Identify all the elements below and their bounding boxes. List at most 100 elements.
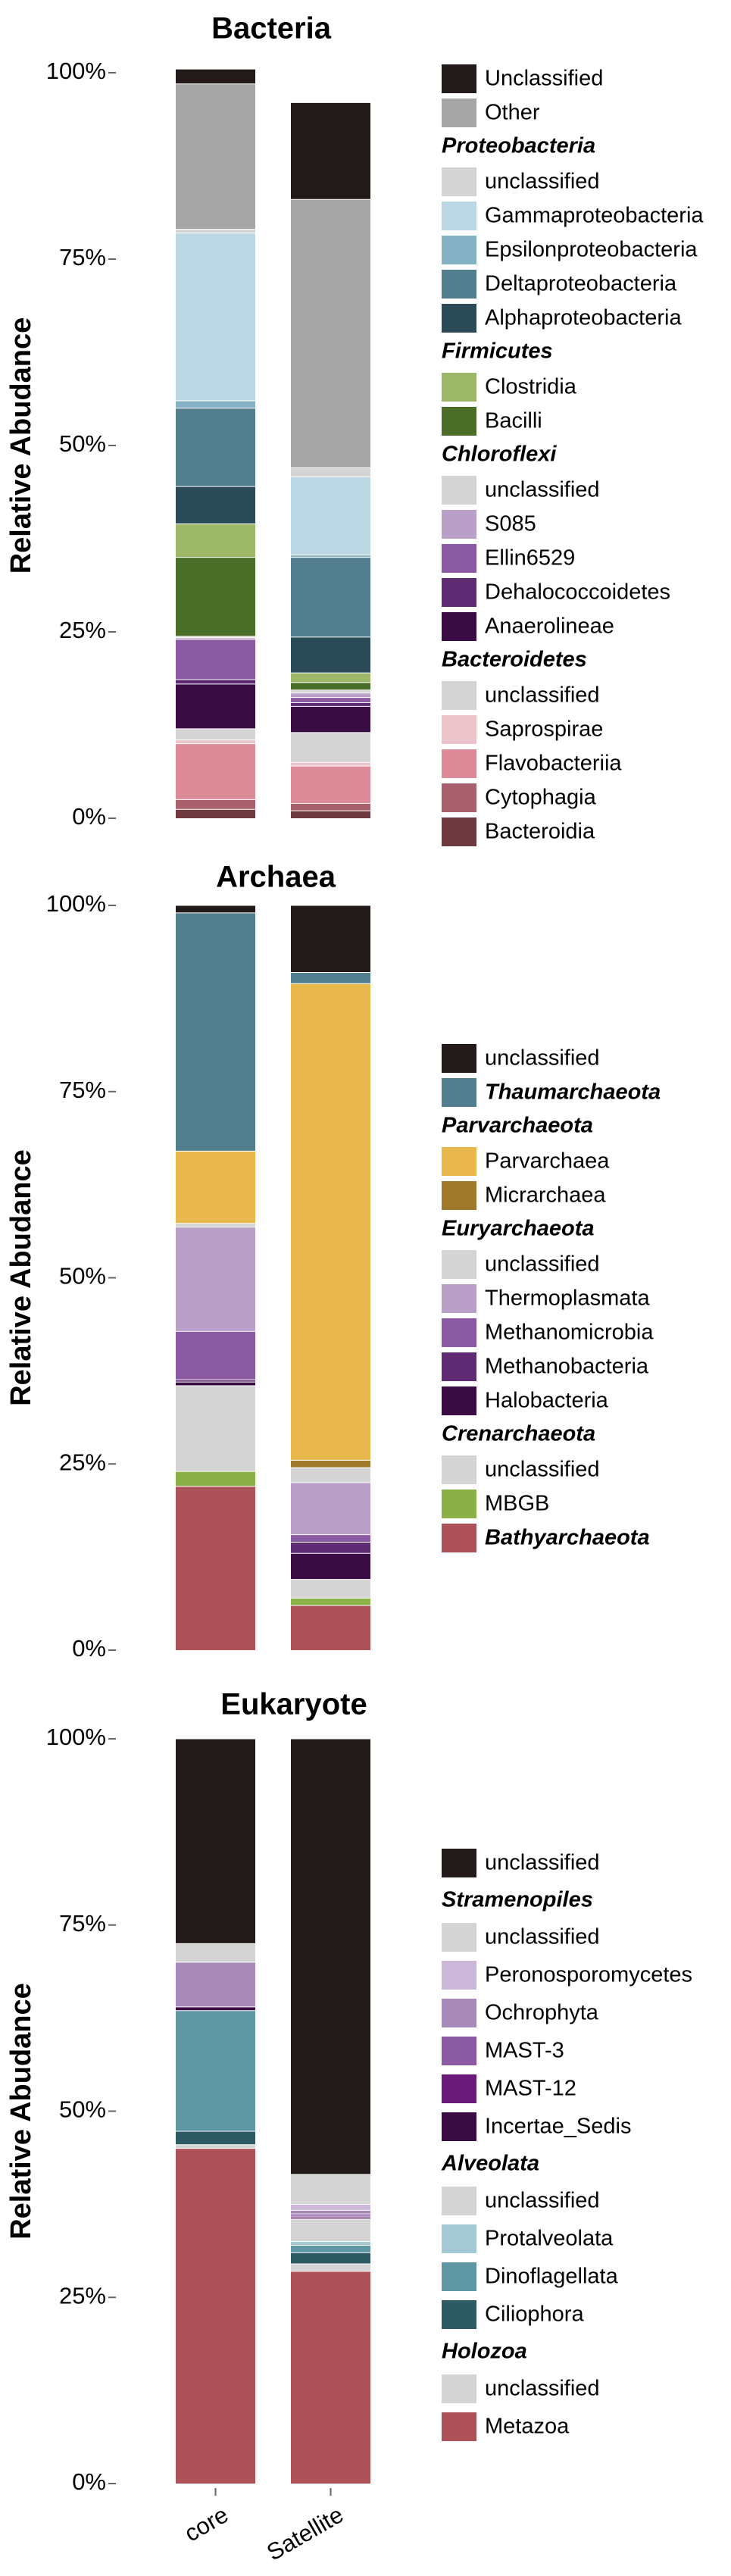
- legend-item-label: MAST-3: [485, 2039, 564, 2063]
- bar-segment-satellite-crenarchaeota-mbgb: [291, 1598, 370, 1606]
- bar-segment-core-bacteroidetes-flavobacteriia: [176, 743, 255, 800]
- legend-swatch: [442, 202, 476, 230]
- bar-segment-satellite-bathyarchaeota: [291, 1605, 370, 1650]
- bar-segment-satellite-proteobacteria-unclassified: [291, 467, 370, 477]
- legend-item-label: unclassified: [485, 1458, 600, 1482]
- legend-swatch: [442, 2300, 476, 2329]
- y-tick-label: 50%: [59, 2096, 106, 2123]
- legend-item-label: Ciliophora: [485, 2302, 584, 2327]
- bar-segment-satellite-stramenopiles-mast-3: [291, 2214, 370, 2217]
- legend-swatch: [442, 1318, 476, 1347]
- bar-segment-core-crenarchaeota-mbgb: [176, 1471, 255, 1487]
- bar-segment-satellite-euryarchaeota-unclassified: [291, 1468, 370, 1483]
- bar-segment-satellite-alveolata-unclassified: [291, 2219, 370, 2242]
- legend-swatch: [442, 1147, 476, 1176]
- legend-swatch: [442, 270, 476, 299]
- bar-segment-satellite-proteobacteria-epsilonproteobacteria: [291, 555, 370, 558]
- legend-swatch: [442, 2187, 476, 2215]
- bar-segment-core-chloroflexi-s085: [176, 637, 255, 639]
- x-tick-label-satellite: Satellite: [262, 2501, 348, 2565]
- y-axis-label: Relative Abudance: [5, 1983, 37, 2240]
- y-axis-label: Relative Abudance: [5, 1149, 37, 1406]
- bar-segment-satellite-chloroflexi-anaerolineae: [291, 706, 370, 733]
- y-tick-label: 0%: [72, 2468, 106, 2495]
- legend-swatch: [442, 304, 476, 333]
- legend-item-label: Deltaproteobacteria: [485, 272, 677, 296]
- legend-swatch: [442, 1044, 476, 1073]
- legend-item-label: Bacteroidia: [485, 820, 595, 844]
- bar-segment-core-firmicutes-bacilli: [176, 557, 255, 636]
- legend-bacteria: Unclassified Other Proteobacteria unclassif…: [442, 64, 704, 846]
- y-tick-label: 100%: [46, 58, 106, 84]
- legend-swatch: [442, 2224, 476, 2253]
- bar-segment-core-bacteroidetes-bacteroidia: [176, 809, 255, 818]
- bar-segment-core-firmicutes-clostridia: [176, 524, 255, 558]
- bar-segment-satellite-euryarchaeota-methanobacteria: [291, 1542, 370, 1554]
- bar-segment-satellite-thaumarchaeota: [291, 972, 370, 984]
- legend-group-heading: Alveolata: [441, 2152, 539, 2176]
- bar-segment-core-euryarchaeota-thermoplasmata: [176, 1227, 255, 1332]
- bar-segment-core-chloroflexi-dehalococcoidetes: [176, 679, 255, 684]
- legend-archaea: unclassified Thaumarchaeota Parvarchaeota P…: [442, 1044, 661, 1552]
- legend-item-label: unclassified: [485, 2377, 600, 2401]
- legend-swatch: [442, 818, 476, 846]
- legend-group-heading: Holozoa: [442, 2340, 527, 2364]
- legend-swatch: [442, 476, 476, 505]
- legend-swatch: [442, 1849, 476, 1877]
- legend-swatch: [442, 98, 476, 127]
- bar-segment-core-proteobacteria-deltaproteobacteria: [176, 408, 255, 487]
- bar-segment-core-holozoa-metazoa: [176, 2148, 255, 2484]
- legend-swatch: [442, 1250, 476, 1279]
- legend-group-heading: Firmicutes: [442, 339, 553, 364]
- bar-segment-core-stramenopiles-unclassified: [176, 1943, 255, 1962]
- bar-segment-core-proteobacteria-alphaproteobacteria: [176, 486, 255, 524]
- chart-title: Eukaryote: [220, 1688, 367, 1721]
- bar-segment-satellite-holozoa-metazoa: [291, 2271, 370, 2484]
- legend-group-heading: Euryarchaeota: [442, 1217, 595, 1241]
- legend-swatch: [442, 1961, 476, 1990]
- y-tick-label: 25%: [59, 2282, 106, 2309]
- legend-swatch: [442, 2112, 476, 2141]
- legend-swatch: [442, 1999, 476, 2027]
- y-tick-label: 100%: [46, 890, 106, 917]
- legend-swatch: [442, 1923, 476, 1952]
- legend-item-label: unclassified: [485, 1046, 600, 1071]
- bar-segment-core-alveolata-ciliophora: [176, 2131, 255, 2145]
- legend-item-label: Other: [485, 101, 540, 125]
- legend-item-label: unclassified: [485, 2189, 600, 2213]
- legend-swatch: [442, 749, 476, 778]
- bar-segment-core-other: [176, 83, 255, 230]
- bar-segment-satellite-euryarchaeota-thermoplasmata: [291, 1482, 370, 1535]
- legend-group-heading: Parvarchaeota: [442, 1114, 593, 1138]
- legend-item-label: Dehalococcoidetes: [485, 580, 670, 605]
- legend-item-label: Bacilli: [485, 409, 542, 433]
- bar-segment-core-bathyarchaeota: [176, 1486, 255, 1650]
- bar-segment-satellite-other: [291, 199, 370, 468]
- bar-segment-core-unclassified: [176, 69, 255, 84]
- legend-item-label: Peronosporomycetes: [485, 1963, 692, 1987]
- y-tick-label: 0%: [72, 1635, 106, 1662]
- bar-segment-core-unclassified: [176, 1739, 255, 1944]
- legend-swatch: [442, 1284, 476, 1313]
- legend-item-label: Ochrophyta: [485, 2001, 599, 2025]
- bar-segment-core-euryarchaeota-halobacteria: [176, 1382, 255, 1386]
- legend-swatch: [442, 167, 476, 196]
- legend-swatch: [442, 2412, 476, 2441]
- legend-swatch: [442, 1181, 476, 1210]
- legend-item-label: Saprospirae: [485, 717, 603, 742]
- bar-segment-satellite-bacteroidetes-bacteroidia: [291, 811, 370, 818]
- legend-swatch: [442, 681, 476, 710]
- legend-item-label: Parvarchaea: [485, 1149, 610, 1174]
- legend-swatch: [442, 783, 476, 812]
- bar-segment-core-bacteroidetes-cytophagia: [176, 799, 255, 810]
- legend-swatch: [442, 2074, 476, 2103]
- legend-swatch: [442, 544, 476, 573]
- bar-segment-satellite-firmicutes-bacilli: [291, 682, 370, 690]
- bar-segment-core-parvarchaeota-parvarchaea: [176, 1151, 255, 1224]
- legend-swatch: [442, 510, 476, 539]
- legend-item-label: unclassified: [485, 170, 600, 194]
- bar-segment-satellite-proteobacteria-deltaproteobacteria: [291, 557, 370, 637]
- bar-segment-core-stramenopiles-incertae-sedis: [176, 2006, 255, 2011]
- legend-swatch: [442, 373, 476, 402]
- legend-item-label: Protalveolata: [485, 2227, 614, 2251]
